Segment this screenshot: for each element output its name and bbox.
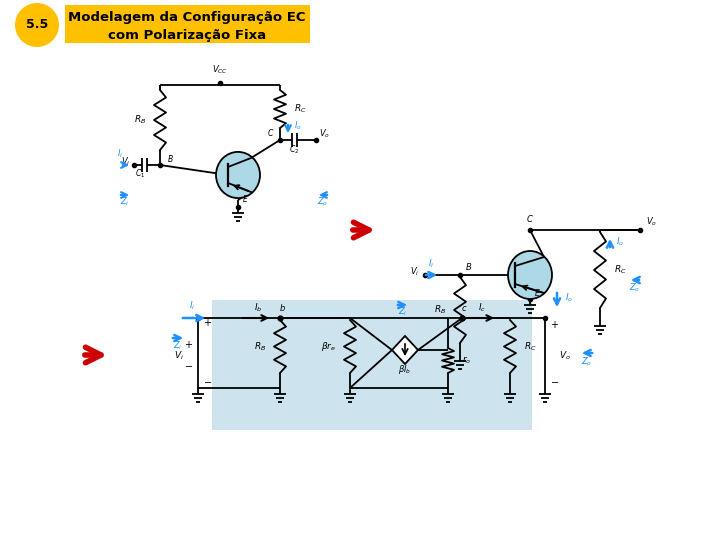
Text: $\beta I_b$: $\beta I_b$ xyxy=(398,363,412,376)
Text: B: B xyxy=(168,155,174,164)
Text: $I_o$: $I_o$ xyxy=(616,235,624,247)
Text: $R_C$: $R_C$ xyxy=(294,103,307,115)
Ellipse shape xyxy=(216,152,260,198)
Text: $R_B$: $R_B$ xyxy=(134,114,146,126)
Circle shape xyxy=(15,3,59,47)
Text: $-$: $-$ xyxy=(550,376,559,386)
Text: $I_i$: $I_i$ xyxy=(428,258,434,271)
Text: 5.5: 5.5 xyxy=(26,18,48,31)
Text: $+$: $+$ xyxy=(203,317,212,328)
Text: $V_o$: $V_o$ xyxy=(559,349,571,361)
Text: $Z_o$: $Z_o$ xyxy=(581,355,593,368)
Text: c: c xyxy=(462,304,467,313)
Text: $R_B$: $R_B$ xyxy=(433,303,446,316)
Text: $V_i$: $V_i$ xyxy=(410,266,419,279)
Text: $+$: $+$ xyxy=(184,339,193,350)
Text: C: C xyxy=(527,215,533,224)
Text: b: b xyxy=(279,304,284,313)
Text: $+$: $+$ xyxy=(550,319,559,330)
Text: com Polarização Fixa: com Polarização Fixa xyxy=(108,29,266,42)
Text: $V_i$: $V_i$ xyxy=(174,349,184,361)
Text: $C_2$: $C_2$ xyxy=(289,143,299,156)
FancyBboxPatch shape xyxy=(65,5,310,43)
Text: $V_{CC}$: $V_{CC}$ xyxy=(212,64,228,76)
Text: B: B xyxy=(466,263,472,272)
Text: $R_C$: $R_C$ xyxy=(524,340,536,353)
Text: $I_b$: $I_b$ xyxy=(253,301,262,314)
Text: $I_o$: $I_o$ xyxy=(565,291,573,303)
Text: $Z_o$: $Z_o$ xyxy=(318,196,328,208)
Polygon shape xyxy=(392,336,418,364)
Text: $Z_i$: $Z_i$ xyxy=(398,306,408,319)
Text: E: E xyxy=(535,289,540,298)
Text: $I_i$: $I_i$ xyxy=(117,148,123,160)
Text: $I_i$: $I_i$ xyxy=(189,300,195,313)
Text: $V_o$: $V_o$ xyxy=(319,127,330,139)
FancyBboxPatch shape xyxy=(212,300,532,430)
Text: $\beta r_e$: $\beta r_e$ xyxy=(321,340,336,353)
Text: $r_o$: $r_o$ xyxy=(462,355,472,366)
Text: Modelagem da Configuração EC: Modelagem da Configuração EC xyxy=(68,11,306,24)
Text: C: C xyxy=(268,129,273,138)
Text: $I_o$: $I_o$ xyxy=(294,120,302,132)
Text: $-$: $-$ xyxy=(203,376,212,386)
Ellipse shape xyxy=(508,251,552,299)
Text: $I_c$: $I_c$ xyxy=(478,301,486,314)
Text: $Z_i$: $Z_i$ xyxy=(120,196,130,208)
Text: $Z_o$: $Z_o$ xyxy=(629,281,641,294)
Text: $R_C$: $R_C$ xyxy=(614,264,626,276)
Text: $V_i$: $V_i$ xyxy=(121,156,130,168)
Text: $Z_i$: $Z_i$ xyxy=(174,339,183,352)
Text: $V_o$: $V_o$ xyxy=(646,216,657,228)
Text: $-$: $-$ xyxy=(184,360,193,370)
Text: $R_B$: $R_B$ xyxy=(253,340,266,353)
Text: $C_1$: $C_1$ xyxy=(135,168,145,180)
Text: E: E xyxy=(243,195,248,204)
